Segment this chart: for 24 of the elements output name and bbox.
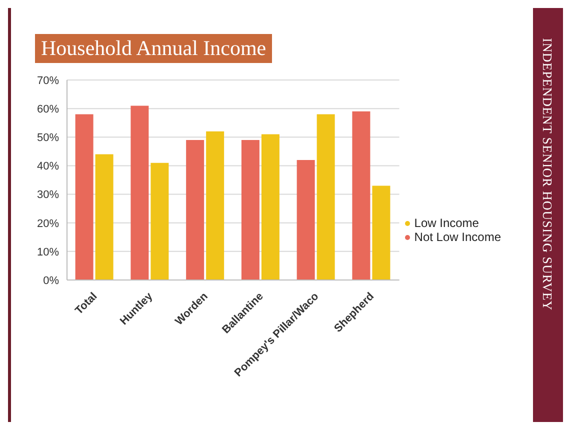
y-tick-label: 30% xyxy=(36,189,60,202)
chart-title: Household Annual Income xyxy=(35,34,272,63)
bar xyxy=(241,140,260,280)
text: INDEPENDENT SENIOR HOUSING SURVEY xyxy=(539,38,555,311)
y-tick-label: 10% xyxy=(36,246,60,258)
bar xyxy=(261,134,280,280)
bar xyxy=(316,114,335,280)
y-tick-label: 60% xyxy=(36,103,60,116)
y-tick-label: 0% xyxy=(43,274,60,287)
bar xyxy=(372,186,390,280)
bar xyxy=(75,114,94,280)
y-tick-label: 50% xyxy=(36,132,60,144)
legend-label: Not Low Income xyxy=(414,230,501,244)
legend-label: Low Income xyxy=(414,216,479,230)
bar xyxy=(130,106,149,280)
y-tick-label: 20% xyxy=(36,218,60,230)
y-tick-label: 70% xyxy=(36,74,60,87)
bar xyxy=(186,140,204,280)
bar xyxy=(296,160,315,280)
bar xyxy=(95,154,114,280)
bar xyxy=(206,131,224,280)
bar xyxy=(150,162,169,280)
y-tick-label: 40% xyxy=(36,160,60,173)
bar xyxy=(352,111,370,280)
